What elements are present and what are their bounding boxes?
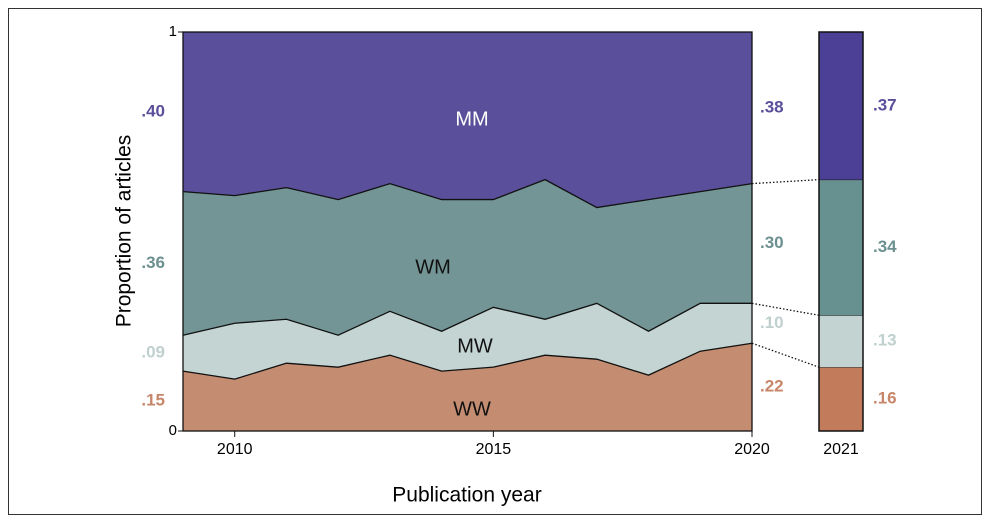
connector <box>751 178 820 185</box>
data-label: .09 <box>141 343 165 362</box>
bar-segment <box>819 367 863 431</box>
data-label: .38 <box>760 97 784 116</box>
boundary-line <box>182 178 753 209</box>
area <box>183 343 752 431</box>
data-label: .15 <box>141 391 165 410</box>
data-label: .10 <box>760 313 784 332</box>
x-tick-label: 2015 <box>476 441 512 458</box>
bar-segment <box>819 179 863 316</box>
boundary-line <box>182 302 752 336</box>
series-name: MW <box>457 335 493 357</box>
area <box>183 303 752 380</box>
series-name: MM <box>455 108 488 130</box>
data-label: .16 <box>873 389 897 408</box>
frame <box>8 8 982 515</box>
data-label: .22 <box>760 377 784 396</box>
data-label: .36 <box>141 253 165 272</box>
bar-segment <box>819 315 863 368</box>
data-label: .13 <box>873 331 897 350</box>
y-axis-label: Proportion of articles <box>113 135 136 328</box>
series-name: WM <box>415 256 451 278</box>
connector <box>751 302 820 316</box>
area <box>183 179 752 336</box>
connector <box>751 342 820 368</box>
data-label: .34 <box>873 237 897 256</box>
bar-border <box>818 31 864 432</box>
series-name: WW <box>453 398 491 420</box>
y-tick-label: 1 <box>169 23 177 40</box>
data-label: .40 <box>141 101 165 120</box>
plot-border <box>182 31 753 432</box>
x-axis-label: Publication year <box>392 484 541 507</box>
data-label: .37 <box>873 95 897 114</box>
x-tick-label: 2020 <box>734 441 770 458</box>
data-label: .30 <box>760 233 784 252</box>
area <box>183 32 752 208</box>
bar-segment <box>819 32 863 180</box>
x-tick-label: 2010 <box>217 441 253 458</box>
y-tick-label: 0 <box>169 422 177 439</box>
x-tick-label: 2021 <box>823 441 859 458</box>
boundary-line <box>182 342 753 380</box>
